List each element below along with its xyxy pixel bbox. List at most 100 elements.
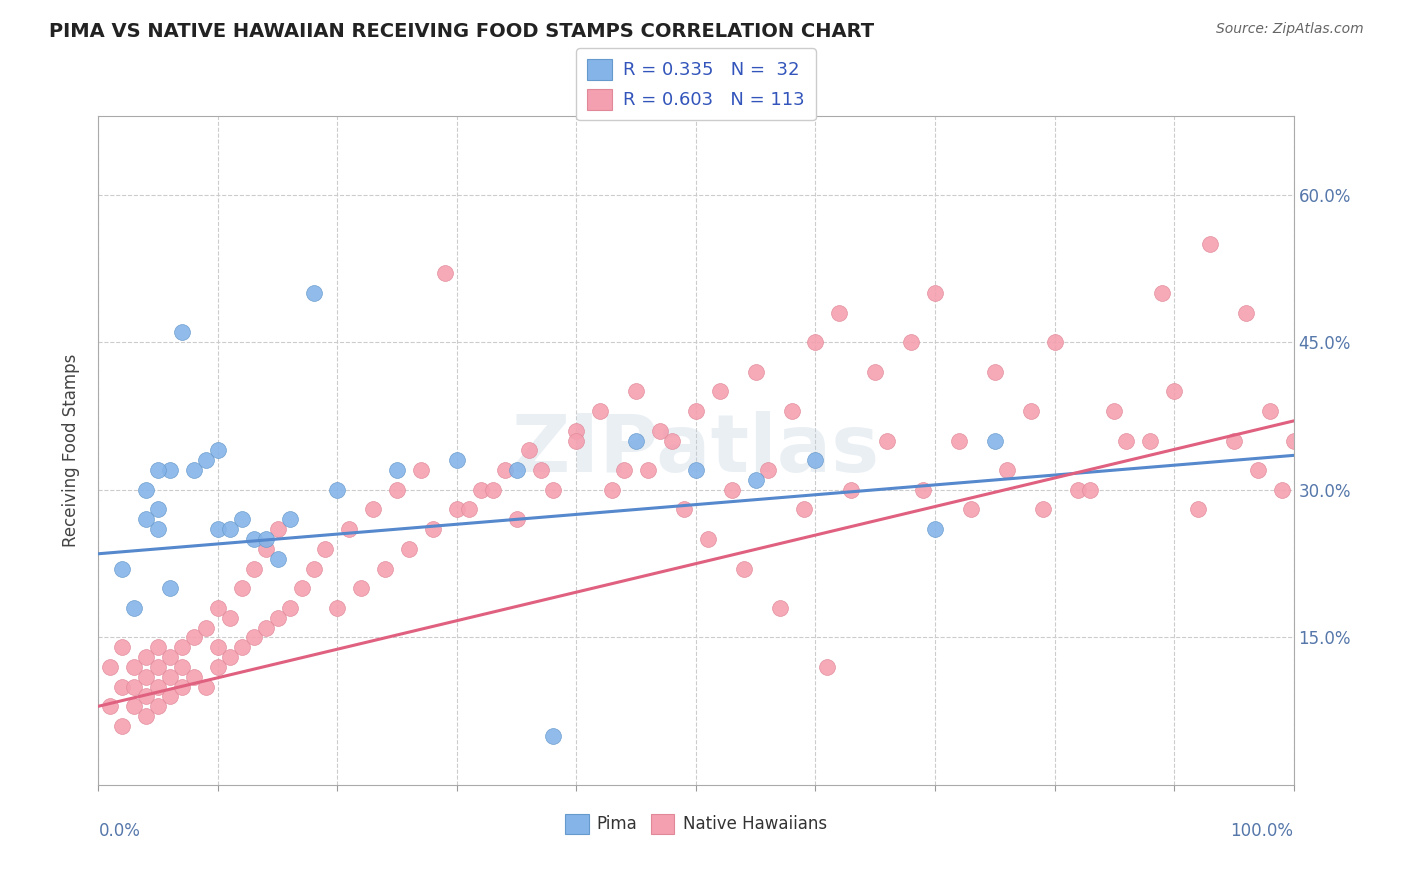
- Point: [195, 453, 218, 467]
- Point: [1282, 434, 1305, 448]
- Point: [1187, 502, 1209, 516]
- Point: [148, 680, 170, 694]
- Point: [804, 335, 827, 350]
- Point: [422, 522, 444, 536]
- Point: [124, 660, 146, 674]
- Point: [984, 365, 1007, 379]
- Point: [243, 631, 266, 645]
- Point: [267, 611, 290, 625]
- Point: [183, 670, 205, 684]
- Point: [172, 680, 194, 694]
- Point: [195, 621, 218, 635]
- Point: [709, 384, 731, 399]
- Point: [411, 463, 433, 477]
- Point: [648, 424, 672, 438]
- Point: [458, 502, 481, 516]
- Point: [1104, 404, 1126, 418]
- Point: [111, 719, 134, 733]
- Point: [124, 699, 146, 714]
- Point: [434, 266, 457, 280]
- Point: [183, 631, 205, 645]
- Point: [924, 522, 946, 536]
- Point: [673, 502, 696, 516]
- Point: [267, 551, 290, 566]
- Point: [984, 434, 1007, 448]
- Point: [721, 483, 744, 497]
- Point: [350, 581, 373, 595]
- Point: [326, 600, 349, 615]
- Point: [172, 326, 194, 340]
- Point: [172, 660, 194, 674]
- Point: [517, 443, 540, 458]
- Point: [685, 463, 707, 477]
- Point: [733, 561, 755, 575]
- Point: [326, 483, 349, 497]
- Point: [756, 463, 779, 477]
- Point: [302, 561, 325, 575]
- Point: [159, 670, 181, 684]
- Point: [1043, 335, 1066, 350]
- Point: [219, 650, 242, 665]
- Point: [278, 600, 301, 615]
- Point: [243, 532, 266, 546]
- Point: [98, 699, 122, 714]
- Y-axis label: Receiving Food Stamps: Receiving Food Stamps: [62, 354, 80, 547]
- Point: [398, 541, 420, 556]
- Point: [254, 621, 277, 635]
- Point: [363, 502, 385, 516]
- Point: [1019, 404, 1042, 418]
- Point: [685, 404, 707, 418]
- Point: [506, 512, 529, 526]
- Point: [804, 453, 827, 467]
- Point: [374, 561, 396, 575]
- Point: [911, 483, 934, 497]
- Point: [626, 434, 648, 448]
- Point: [135, 709, 157, 723]
- Point: [995, 463, 1018, 477]
- Point: [697, 532, 720, 546]
- Point: [1080, 483, 1102, 497]
- Point: [1223, 434, 1246, 448]
- Point: [111, 561, 134, 575]
- Point: [111, 640, 134, 655]
- Point: [148, 660, 170, 674]
- Point: [828, 306, 851, 320]
- Point: [267, 522, 290, 536]
- Text: 0.0%: 0.0%: [98, 822, 141, 839]
- Point: [135, 690, 157, 704]
- Point: [385, 483, 409, 497]
- Point: [876, 434, 898, 448]
- Point: [637, 463, 659, 477]
- Point: [745, 473, 768, 487]
- Point: [278, 512, 301, 526]
- Point: [195, 680, 218, 694]
- Point: [1247, 463, 1270, 477]
- Point: [541, 729, 564, 743]
- Point: [231, 581, 253, 595]
- Point: [1258, 404, 1281, 418]
- Point: [1032, 502, 1054, 516]
- Point: [745, 365, 768, 379]
- Point: [900, 335, 922, 350]
- Point: [541, 483, 564, 497]
- Point: [589, 404, 612, 418]
- Point: [481, 483, 505, 497]
- Point: [159, 650, 181, 665]
- Point: [148, 522, 170, 536]
- Point: [183, 463, 205, 477]
- Point: [768, 600, 790, 615]
- Point: [159, 690, 181, 704]
- Point: [148, 502, 170, 516]
- Point: [231, 640, 253, 655]
- Point: [124, 600, 146, 615]
- Point: [339, 522, 361, 536]
- Text: Source: ZipAtlas.com: Source: ZipAtlas.com: [1216, 22, 1364, 37]
- Point: [1199, 236, 1222, 251]
- Point: [207, 522, 229, 536]
- Point: [494, 463, 516, 477]
- Point: [506, 463, 529, 477]
- Legend: Pima, Native Hawaiians: Pima, Native Hawaiians: [558, 807, 834, 840]
- Point: [124, 680, 146, 694]
- Point: [135, 512, 157, 526]
- Point: [1271, 483, 1294, 497]
